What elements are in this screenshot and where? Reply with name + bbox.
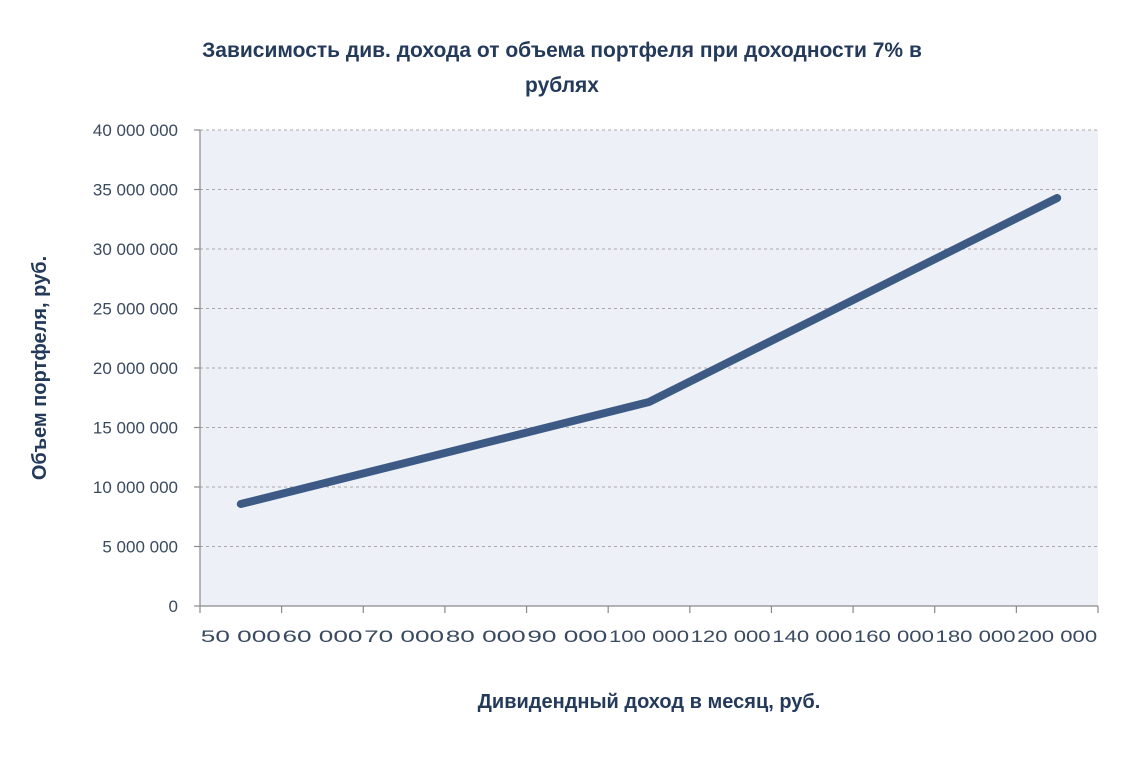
series-group <box>236 194 1062 508</box>
y-tick-labels: 0 5 000 000 10 000 000 15 000 000 20 000 000… <box>93 121 178 616</box>
x-tick-labels: 50 000 60 000 70 000 80 000 90 000 100 000 120… <box>201 627 1097 646</box>
y-tick-label: 20 000 000 <box>93 359 178 378</box>
y-tick-label: 10 000 000 <box>93 478 178 497</box>
x-tick-label: 120 000 <box>691 627 771 646</box>
y-tick-label: 40 000 000 <box>93 121 178 140</box>
chart-title-line-1: Зависимость див. дохода от объема портфе… <box>202 39 922 62</box>
x-axis-title: Дивидендный доход в месяц, руб. <box>478 691 821 713</box>
x-tick-label: 80 000 <box>446 627 526 646</box>
y-axis <box>194 129 201 607</box>
y-tick-label: 5 000 000 <box>102 538 178 557</box>
y-axis-title: Объем портфеля, руб. <box>29 256 51 480</box>
series-line <box>236 194 1062 508</box>
y-tick-label: 0 <box>169 597 178 616</box>
chart-title-line-2: рублях <box>525 74 599 97</box>
x-tick-label: 50 000 <box>201 627 281 646</box>
x-tick-label: 90 000 <box>527 627 607 646</box>
y-tick-label: 30 000 000 <box>93 240 178 259</box>
y-tick-label: 35 000 000 <box>93 181 178 200</box>
plot-area <box>200 130 1098 606</box>
x-tick-label: 60 000 <box>282 627 362 646</box>
y-tick-label: 15 000 000 <box>93 419 178 438</box>
x-tick-label: 100 000 <box>609 627 689 646</box>
x-axis <box>199 605 1099 613</box>
x-tick-label: 70 000 <box>364 627 444 646</box>
x-tick-label: 160 000 <box>854 627 934 646</box>
x-tick-label: 200 000 <box>1017 627 1097 646</box>
y-tick-label: 25 000 000 <box>93 300 178 319</box>
x-tick-label: 180 000 <box>936 627 1016 646</box>
x-tick-label: 140 000 <box>772 627 852 646</box>
